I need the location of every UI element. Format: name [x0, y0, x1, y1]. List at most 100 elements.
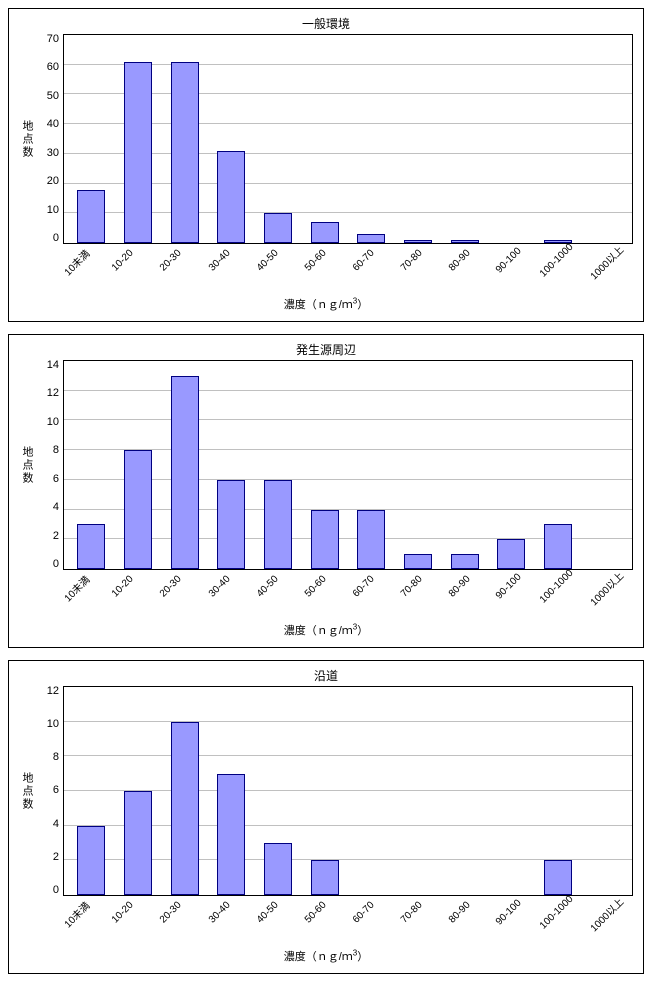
- x-axis: 10未満10-2020-3030-4040-5050-6060-7070-808…: [47, 570, 633, 620]
- x-axis-ticks: 10未満10-2020-3030-4040-5050-6060-7070-808…: [47, 244, 633, 294]
- bar-slot: [581, 687, 628, 895]
- bar-slot: [395, 687, 442, 895]
- bar-slot: [488, 687, 535, 895]
- y-tick-label: 30: [47, 148, 59, 159]
- bar-slot: [301, 35, 348, 243]
- bar-slot: [255, 687, 302, 895]
- bar-slot: [488, 361, 535, 569]
- bar: [357, 510, 385, 569]
- y-tick-label: 40: [47, 119, 59, 130]
- bar: [264, 843, 292, 895]
- bars-group: [64, 361, 632, 569]
- y-tick-label: 8: [53, 445, 59, 456]
- charts-container: 一般環境地点数70605040302010010未満10-2020-3030-4…: [8, 8, 644, 974]
- x-axis-label-suffix: ）: [357, 625, 368, 637]
- bar-slot: [208, 361, 255, 569]
- y-tick-label: 4: [53, 502, 59, 513]
- bar-slot: [115, 361, 162, 569]
- x-axis-label-suffix: ）: [357, 951, 368, 963]
- bar: [77, 826, 105, 895]
- bar-slot: [441, 361, 488, 569]
- bar-slot: [488, 35, 535, 243]
- plot-area: [63, 34, 633, 244]
- bar: [357, 234, 385, 243]
- y-tick-label: 20: [47, 176, 59, 187]
- x-axis-ticks: 10未満10-2020-3030-4040-5050-6060-7070-808…: [47, 896, 633, 946]
- x-axis: 10未満10-2020-3030-4040-5050-6060-7070-808…: [47, 896, 633, 946]
- bar-slot: [395, 35, 442, 243]
- y-tick-label: 0: [53, 559, 59, 570]
- y-tick-label: 2: [53, 531, 59, 542]
- y-tick-label: 4: [53, 819, 59, 830]
- y-tick-label: 8: [53, 752, 59, 763]
- bar-slot: [535, 361, 582, 569]
- y-tick-label: 70: [47, 34, 59, 45]
- x-axis: 10未満10-2020-3030-4040-5050-6060-7070-808…: [47, 244, 633, 294]
- bar-slot: [68, 35, 115, 243]
- y-axis-label: 地点数: [19, 446, 35, 485]
- chart-title: 沿道: [19, 667, 633, 684]
- bar: [311, 860, 339, 895]
- plot-area: [63, 686, 633, 896]
- bar-slot: [301, 361, 348, 569]
- y-tick-label: 10: [47, 719, 59, 730]
- bar-slot: [348, 361, 395, 569]
- chart-panel-0: 一般環境地点数70605040302010010未満10-2020-3030-4…: [8, 8, 644, 322]
- bars-group: [64, 35, 632, 243]
- bar: [77, 190, 105, 243]
- bar: [171, 376, 199, 569]
- bar-slot: [161, 361, 208, 569]
- y-tick-label: 10: [47, 205, 59, 216]
- bar-slot: [161, 687, 208, 895]
- x-axis-ticks: 10未満10-2020-3030-4040-5050-6060-7070-808…: [47, 570, 633, 620]
- bar-slot: [535, 687, 582, 895]
- bar-slot: [581, 35, 628, 243]
- y-tick-label: 2: [53, 852, 59, 863]
- bar-slot: [395, 361, 442, 569]
- bar-slot: [441, 35, 488, 243]
- bar: [217, 480, 245, 569]
- bar-slot: [535, 35, 582, 243]
- y-tick-label: 50: [47, 91, 59, 102]
- bar: [264, 480, 292, 569]
- bar: [264, 213, 292, 243]
- chart-panel-2: 沿道地点数 12 10 8 6 4 2 010未満10-2020-3030-4040-5050…: [8, 660, 644, 974]
- y-tick-label: 6: [53, 785, 59, 796]
- bar: [311, 222, 339, 243]
- chart-body: 地点数14121086420: [19, 360, 633, 570]
- y-tick-label: 14: [47, 360, 59, 371]
- bar: [171, 62, 199, 243]
- bar-slot: [68, 361, 115, 569]
- chart-body: 地点数 12 10 8 6 4 2 0: [19, 686, 633, 896]
- bar: [311, 510, 339, 569]
- bar-slot: [581, 361, 628, 569]
- bar: [124, 62, 152, 243]
- x-axis-label-suffix: ）: [357, 299, 368, 311]
- bar-slot: [255, 35, 302, 243]
- bar: [217, 774, 245, 895]
- bar-slot: [348, 687, 395, 895]
- y-tick-label: 10: [47, 417, 59, 428]
- chart-panel-1: 発生源周辺地点数1412108642010未満10-2020-3030-4040…: [8, 334, 644, 648]
- bar-slot: [208, 35, 255, 243]
- bar-slot: [115, 35, 162, 243]
- bar-slot: [301, 687, 348, 895]
- y-tick-label: 6: [53, 474, 59, 485]
- y-tick-label: 60: [47, 62, 59, 73]
- chart-title: 一般環境: [19, 15, 633, 32]
- y-tick-label: 0: [53, 885, 59, 896]
- x-axis-label-prefix: 濃度（ｎｇ/ｍ: [284, 299, 353, 311]
- bar-slot: [208, 687, 255, 895]
- bar: [124, 791, 152, 895]
- bar: [124, 450, 152, 569]
- bar-slot: [441, 687, 488, 895]
- bars-group: [64, 687, 632, 895]
- bar-slot: [68, 687, 115, 895]
- y-tick-label: 12: [47, 686, 59, 697]
- bar: [544, 524, 572, 569]
- bar-slot: [348, 35, 395, 243]
- bar: [77, 524, 105, 569]
- y-axis: 706050403020100: [37, 34, 63, 244]
- y-axis-label: 地点数: [19, 772, 35, 811]
- x-axis-label-prefix: 濃度（ｎｇ/ｍ: [284, 951, 353, 963]
